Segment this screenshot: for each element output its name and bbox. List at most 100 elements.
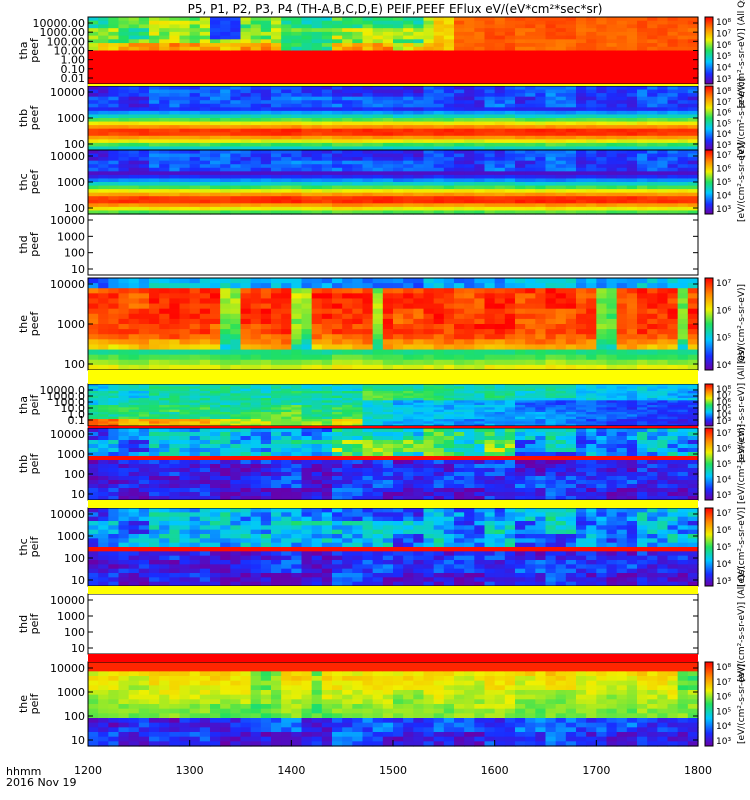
heatmap-cell: [108, 69, 120, 74]
heatmap-cell: [362, 423, 374, 427]
heatmap-cell: [260, 185, 272, 190]
heatmap-cell: [525, 157, 536, 162]
heatmap-cell: [372, 139, 384, 144]
heatmap-cell: [138, 43, 150, 48]
heatmap-cell: [169, 412, 181, 415]
heatmap-cell: [260, 407, 272, 411]
heatmap-cell: [606, 354, 618, 361]
heatmap-cell: [138, 182, 150, 187]
heatmap-cell: [230, 150, 242, 155]
heatmap-cell: [291, 28, 303, 33]
heatmap-cell: [393, 283, 404, 289]
heatmap-cell: [576, 160, 587, 165]
heatmap-cell: [230, 135, 242, 140]
heatmap-cell: [169, 206, 181, 212]
heatmap-cell: [250, 384, 262, 387]
heatmap-cell: [372, 293, 384, 300]
heatmap-cell: [240, 167, 252, 172]
y-tick-label: 0.10: [61, 63, 86, 76]
heatmap-cell: [128, 414, 140, 418]
heatmap-cell: [586, 167, 597, 172]
heatmap-cell: [382, 405, 394, 408]
heatmap-cell: [403, 288, 414, 294]
heatmap-cell: [616, 199, 628, 204]
heatmap-cell: [637, 354, 648, 361]
heatmap-cell: [382, 182, 394, 187]
heatmap-cell: [687, 160, 699, 165]
heatmap-cell: [403, 46, 414, 52]
heatmap-cell: [118, 405, 130, 408]
heatmap-cell: [382, 121, 394, 126]
heatmap-cell: [179, 86, 191, 91]
heatmap-cell: [169, 110, 181, 116]
heatmap-cell: [159, 313, 170, 320]
heatmap-cell: [98, 160, 109, 165]
heatmap-cell: [535, 206, 547, 212]
heatmap-cell: [352, 72, 364, 78]
heatmap-cell: [98, 118, 109, 123]
heatmap-cell: [199, 349, 211, 356]
heatmap-cell: [352, 384, 364, 387]
heatmap-cell: [189, 308, 201, 315]
heatmap-cell: [413, 24, 425, 29]
heatmap-cell: [291, 288, 303, 294]
heatmap-cell: [250, 72, 262, 78]
heatmap-cell: [260, 288, 272, 294]
heatmap-cell: [362, 196, 374, 201]
colorbar-tick-label: 10³: [716, 75, 731, 85]
heatmap-cell: [281, 135, 292, 140]
heatmap-cell: [250, 313, 262, 320]
heatmap-cell: [687, 100, 699, 105]
heatmap-cell: [545, 364, 557, 371]
heatmap-cell: [210, 93, 221, 98]
heatmap-cell: [535, 185, 547, 190]
heatmap-cell: [301, 308, 313, 315]
heatmap-cell: [637, 65, 648, 70]
heatmap-cell: [565, 150, 577, 155]
heatmap-cell: [250, 412, 262, 415]
heatmap-cell: [687, 185, 699, 190]
heatmap-cell: [606, 203, 618, 208]
heatmap-cell: [362, 157, 374, 162]
heatmap-cell: [199, 96, 211, 101]
heatmap-cell: [555, 61, 567, 66]
heatmap-cell: [281, 121, 292, 126]
heatmap-cell: [362, 395, 374, 399]
heatmap-cell: [352, 318, 364, 325]
heatmap-cell: [138, 160, 150, 165]
heatmap-cell: [240, 72, 252, 78]
heatmap-cell: [382, 206, 394, 212]
heatmap-cell: [494, 57, 506, 63]
heatmap-cell: [667, 283, 679, 289]
heatmap-cell: [464, 189, 475, 194]
heatmap-cell: [535, 171, 547, 176]
heatmap-cell: [504, 153, 516, 158]
heatmap-cell: [342, 196, 353, 201]
heatmap-cell: [362, 69, 374, 74]
heatmap-cell: [149, 364, 160, 371]
heatmap-cell: [362, 210, 374, 215]
heatmap-cell: [565, 20, 577, 26]
heatmap-cell: [413, 199, 425, 204]
heatmap-cell: [98, 142, 109, 148]
heatmap-cell: [626, 24, 638, 29]
heatmap-cell: [210, 402, 221, 406]
heatmap-cell: [484, 114, 496, 119]
heatmap-cell: [565, 334, 577, 340]
heatmap-cell: [494, 293, 506, 300]
heatmap-cell: [128, 416, 140, 420]
heatmap-cell: [647, 196, 658, 201]
heatmap-cell: [515, 139, 526, 144]
heatmap-cell: [332, 288, 343, 294]
heatmap-cell: [179, 393, 191, 397]
heatmap-cell: [118, 359, 130, 366]
heatmap-cell: [616, 125, 628, 130]
heatmap-cell: [88, 298, 99, 305]
colorbar-tick-label: 10⁵: [716, 52, 731, 62]
heatmap-cell: [342, 110, 353, 116]
heatmap-cell: [138, 189, 150, 194]
heatmap-cell: [342, 114, 353, 119]
heatmap-cell: [677, 100, 689, 105]
heatmap-cell: [179, 278, 191, 284]
